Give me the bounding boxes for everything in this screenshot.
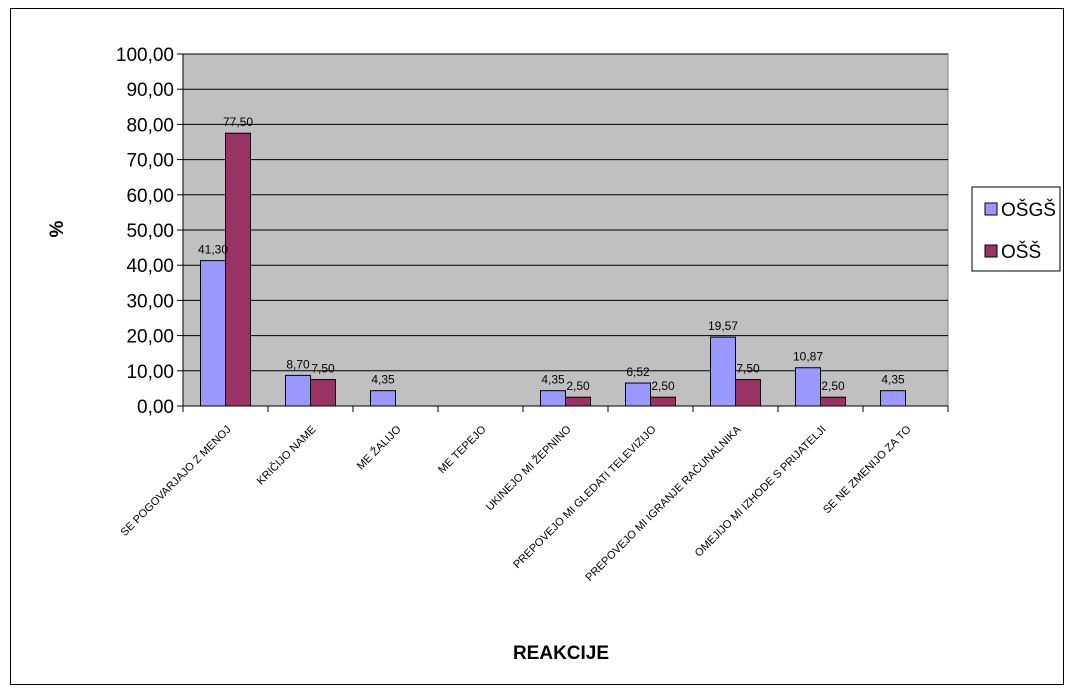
y-tick-label: 60,00 xyxy=(126,186,174,207)
legend-label-osgs: OŠGŠ xyxy=(1001,199,1056,221)
data-label: 8,70 xyxy=(286,357,310,371)
bar-oss xyxy=(735,379,761,407)
bar-osgs xyxy=(200,260,226,407)
y-tick-labels: 0,00 10,00 20,00 30,00 40,00 50,00 60,00 70,00 8… xyxy=(116,45,174,418)
x-tick-label: ME TEPEJO xyxy=(436,423,489,476)
y-tick-label: 50,00 xyxy=(126,221,174,242)
axes xyxy=(177,53,949,412)
data-label: 2,50 xyxy=(566,379,590,393)
bar-oss xyxy=(650,396,676,407)
bar-osgs xyxy=(795,367,821,407)
bar-oss xyxy=(310,379,336,407)
x-tick-label: SE NE ZMENIJO ZA TO xyxy=(821,423,914,516)
y-tick-label: 30,00 xyxy=(126,291,174,312)
x-tick-label: PREPOVEJO MI IGRANJE RAČUNALNIKA xyxy=(583,422,744,583)
x-tick-labels: SE POGOVARJAJO Z MENOJ KRIČIJO NAME ME ŽAL… xyxy=(119,422,914,583)
y-tick-label: 40,00 xyxy=(126,256,174,277)
data-label: 7,50 xyxy=(311,362,335,376)
data-label: 77,50 xyxy=(223,115,253,129)
bar-osgs xyxy=(540,390,566,407)
bar-oss xyxy=(565,396,591,407)
chart-frame: 41,30 77,50 8,70 7,50 4,35 4,35 2,50 6,52 2,50 19… xyxy=(10,8,1064,685)
bar-osgs xyxy=(370,390,396,407)
bar-osgs xyxy=(285,374,311,407)
y-tick-label: 0,00 xyxy=(137,397,174,418)
x-tick-label: PREPOVEJO MI GLEDATI TELEVIZIJO xyxy=(511,423,659,571)
y-tick-label: 10,00 xyxy=(126,362,174,383)
x-tick-label: UKINEJO MI ŽEPNINO xyxy=(483,423,574,514)
y-tick-label: 70,00 xyxy=(126,151,174,172)
data-label: 2,50 xyxy=(821,379,845,393)
data-label: 10,87 xyxy=(793,350,823,364)
data-label: 19,57 xyxy=(708,319,738,333)
y-tick-label: 20,00 xyxy=(126,327,174,348)
x-axis-title: REAKCIJE xyxy=(513,643,609,664)
y-tick-label: 80,00 xyxy=(126,115,174,136)
y-axis-title: % xyxy=(47,220,68,237)
x-tick-label: ME ŽALIJO xyxy=(354,423,404,473)
data-label: 4,35 xyxy=(881,373,905,387)
x-tick-label: SE POGOVARJAJO Z MENOJ xyxy=(119,424,234,539)
y-tick-label: 100,00 xyxy=(116,45,174,66)
data-label: 6,52 xyxy=(626,365,650,379)
data-label: 4,35 xyxy=(371,373,395,387)
data-label: 41,30 xyxy=(198,243,228,257)
bar-osgs xyxy=(880,390,906,407)
bar-oss xyxy=(820,396,846,407)
data-label: 7,50 xyxy=(736,362,760,376)
legend-label-oss: OŠŠ xyxy=(1001,241,1041,263)
x-tick-label: KRIČIJO NAME xyxy=(254,423,319,488)
legend-swatch-osgs xyxy=(984,202,998,216)
x-tick-label: OMEJIJO MI IZHODE S PRIJATELJI xyxy=(693,424,829,560)
y-tick-label: 90,00 xyxy=(126,80,174,101)
legend: OŠGŠ OŠŠ xyxy=(971,186,1061,272)
bar-oss xyxy=(225,132,251,407)
data-label: 4,35 xyxy=(541,373,565,387)
data-label: 2,50 xyxy=(651,379,675,393)
bar-osgs xyxy=(710,336,736,407)
bar-osgs xyxy=(625,382,651,407)
legend-swatch-oss xyxy=(984,244,998,258)
